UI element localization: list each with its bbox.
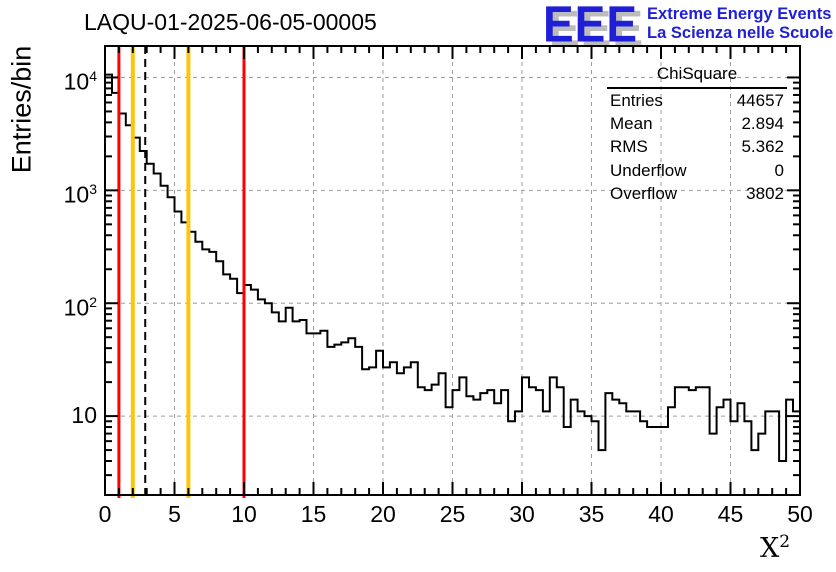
stats-row-value: 2.894 [741, 114, 784, 134]
stats-box: ChiSquare Entries 44657 Mean 2.894 RMS 5.362 U… [607, 63, 787, 205]
stats-row-label: Mean [610, 114, 653, 134]
y-tick-label: 10 [71, 402, 97, 428]
stats-row-value: 5.362 [741, 137, 784, 157]
y-axis-title: Entries/bin [6, 45, 37, 174]
x-tick-label: 45 [717, 501, 744, 527]
x-axis-title: X2 [760, 532, 790, 564]
stats-box-title: ChiSquare [607, 63, 787, 89]
x-tick-label: 35 [578, 501, 605, 527]
stats-row-value: 3802 [746, 183, 784, 203]
x-tick-label: 25 [439, 501, 466, 527]
stats-row-value: 44657 [736, 91, 784, 110]
y-tick-label: 104 [63, 68, 97, 95]
stats-row-label: Overflow [610, 183, 678, 203]
x-tick-label: 5 [168, 501, 181, 527]
x-tick-label: 50 [787, 501, 813, 527]
stats-row-label: RMS [610, 137, 648, 157]
stats-row-value: 0 [774, 160, 784, 180]
eee-logo-acronym: EEE [543, 0, 639, 53]
x-tick-label: 10 [231, 501, 257, 527]
x-tick-label: 0 [98, 501, 112, 527]
x-axis-title-exponent: 2 [779, 532, 791, 552]
y-tick-label: 103 [63, 181, 97, 208]
stats-row-label: Entries [610, 91, 663, 110]
x-tick-label: 40 [648, 501, 674, 527]
x-tick-label: 20 [370, 501, 396, 527]
stats-row: Underflow 0 [607, 159, 787, 182]
stats-row: Entries 44657 [607, 89, 787, 112]
stats-row: Mean 2.894 [607, 112, 787, 135]
histogram-line [104, 73, 801, 495]
stats-row: RMS 5.362 [607, 135, 787, 158]
stats-row-label: Underflow [610, 160, 687, 180]
x-axis-title-base: X [760, 533, 780, 564]
eee-logo-line2: La Scienza nelle Scuole [647, 24, 834, 42]
stats-box-rows: Entries 44657 Mean 2.894 RMS 5.362 Underflow 0 O… [607, 89, 787, 205]
eee-logo-line1: Extreme Energy Events [647, 5, 832, 23]
plot-title: LAQU-01-2025-06-05-00005 [84, 9, 377, 35]
y-tick-label: 102 [63, 294, 97, 321]
eee-logo: EEE Extreme Energy Events La Scienza nel… [543, 0, 833, 53]
stats-row: Overflow 3802 [607, 182, 787, 205]
x-tick-label: 15 [300, 501, 327, 527]
eee-logo-text: Extreme Energy Events La Scienza nelle S… [647, 2, 833, 43]
x-tick-label: 30 [509, 501, 535, 527]
